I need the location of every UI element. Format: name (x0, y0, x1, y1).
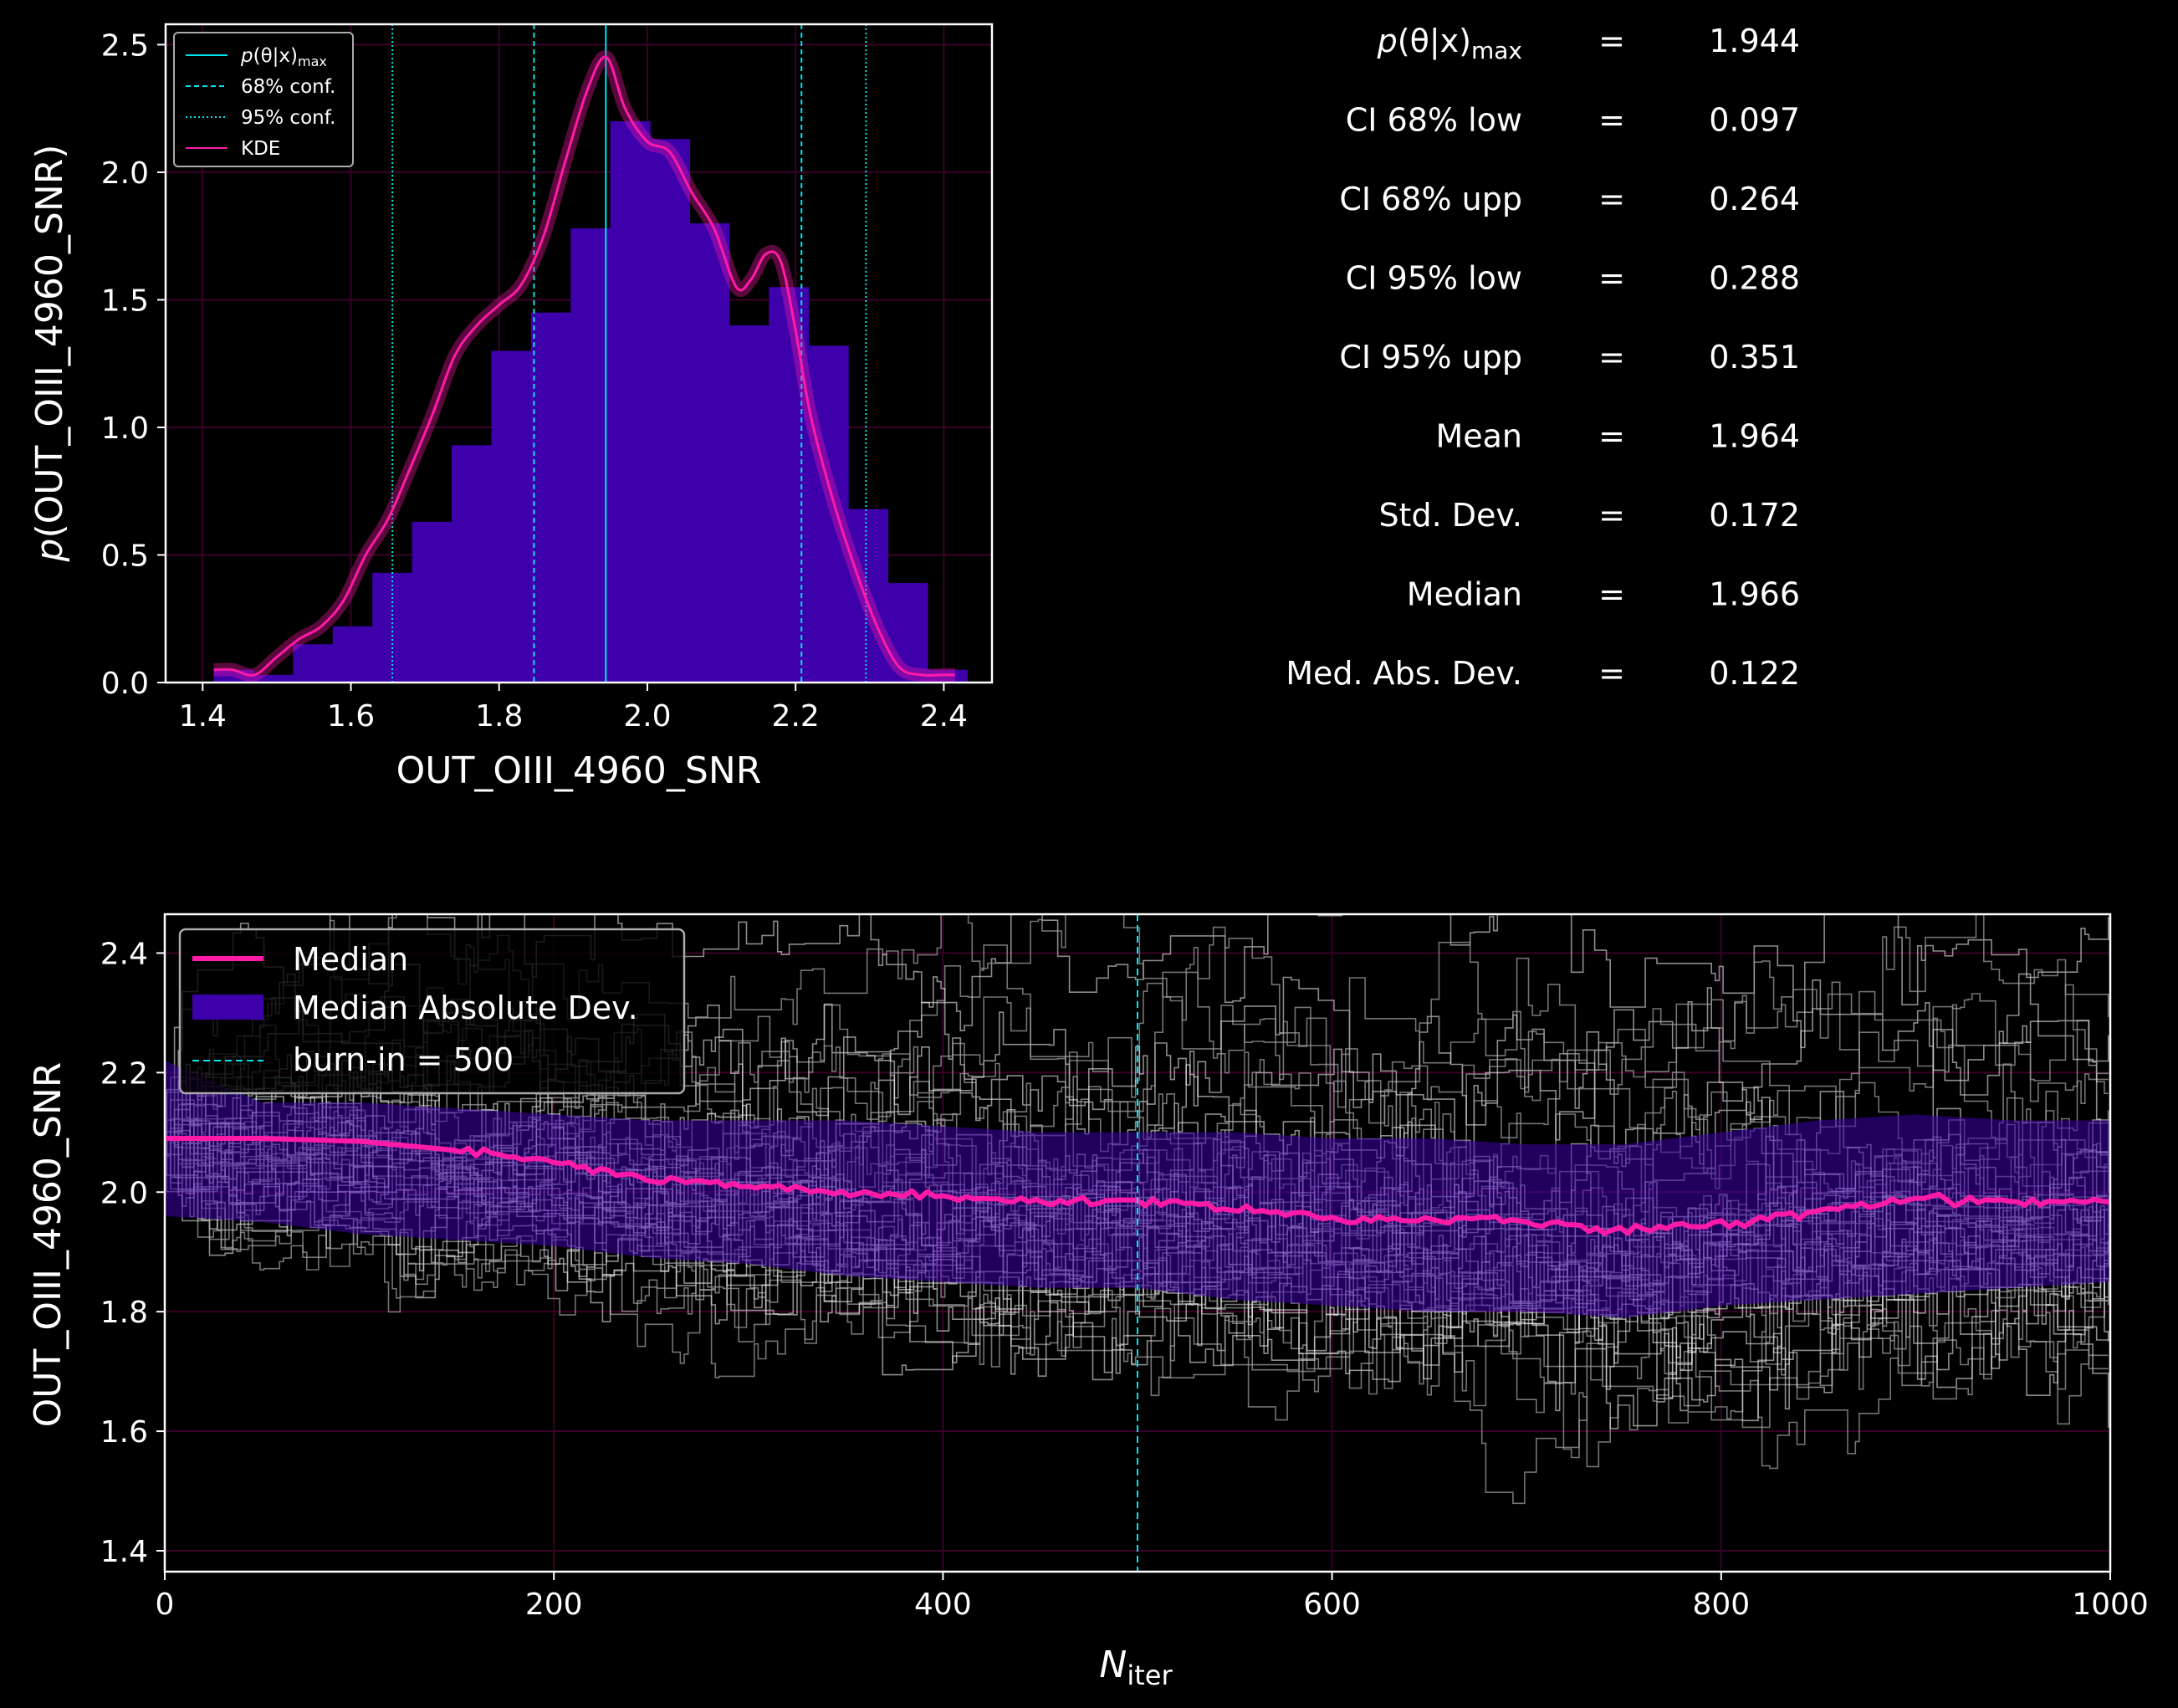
trace-legend-box (178, 928, 686, 1095)
hist-x-tick-label: 1.4 (179, 699, 227, 734)
hist-x-axis-label: OUT_OIII_4960_SNR (396, 749, 762, 792)
stat-equals: = (1598, 497, 1625, 534)
stat-label: Mean (1435, 418, 1522, 455)
trace-y-tick-label: 1.4 (100, 1535, 148, 1569)
hist-bar (491, 350, 532, 683)
hist-bar (570, 228, 611, 683)
hist-bar (729, 325, 769, 683)
hist-bars (213, 120, 968, 683)
trace-legend: Median Median Absolute Dev. burn-in = 50… (178, 928, 686, 1095)
hist-x-tick-label: 2.2 (772, 699, 820, 734)
stat-equals: = (1598, 655, 1625, 692)
trace-y-tick-label: 2.4 (100, 937, 148, 971)
hist-legend-box (173, 32, 354, 167)
hist-confidence-lines (391, 24, 867, 683)
trace-y-tick-label: 2.0 (100, 1176, 148, 1210)
trace-y-axis-label: OUT_OIII_4960_SNR (27, 1062, 69, 1428)
hist-x-tick-label: 2.4 (920, 699, 968, 734)
hist-bar (927, 669, 968, 683)
legend-conf95-label: 95% conf. (241, 107, 335, 129)
posterior-histogram-panel: 1.4 1.6 1.8 2.0 2.2 2.4 0.0 0.5 1.0 1.5 2.0 2.5 OU… (28, 23, 994, 792)
stat-label: CI 68% low (1346, 102, 1522, 139)
stat-label: CI 95% low (1346, 260, 1522, 297)
hist-bar (412, 521, 452, 683)
hist-y-tick-label: 1.5 (101, 284, 149, 318)
hist-x-ticks: 1.4 1.6 1.8 2.0 2.2 2.4 (179, 683, 968, 734)
legend-mad-swatch (192, 995, 263, 1020)
legend-kde-label: KDE (241, 138, 280, 160)
stat-label-pmax: p(θ|x)max (1377, 23, 1522, 64)
stat-label: Med. Abs. Dev. (1286, 655, 1522, 692)
stat-value: 1.944 (1709, 23, 1800, 59)
hist-bar (769, 287, 810, 683)
stat-equals: = (1598, 576, 1625, 613)
hist-bar (610, 120, 651, 683)
hist-y-ticks: 0.0 0.5 1.0 1.5 2.0 2.5 (101, 28, 166, 701)
legend-pmax-label: p(θ|x)max (240, 45, 327, 69)
hist-y-tick-label: 0.5 (101, 539, 149, 573)
stat-equals: = (1598, 339, 1625, 376)
hist-y-tick-label: 2.0 (101, 156, 149, 191)
trace-x-tick-label: 600 (1303, 1588, 1361, 1622)
hist-y-axis-label: p(OUT_OIII_4960_SNR) (28, 145, 71, 563)
hist-y-tick-label: 0.0 (101, 667, 149, 701)
hist-bar (253, 674, 294, 683)
hist-bar (887, 583, 928, 683)
legend-burn-in-label: burn-in = 500 (293, 1041, 514, 1078)
trace-x-tick-label: 400 (914, 1588, 972, 1622)
stat-value: 0.351 (1709, 339, 1800, 376)
stat-equals: = (1598, 260, 1625, 297)
trace-x-tick-label: 800 (1692, 1588, 1750, 1622)
hist-y-tick-label: 2.5 (101, 28, 149, 63)
stat-label: Std. Dev. (1378, 497, 1522, 534)
stat-value: 1.964 (1709, 418, 1800, 455)
stat-equals: = (1598, 418, 1625, 455)
trace-x-tick-label: 200 (525, 1588, 583, 1622)
trace-y-ticks: 1.4 1.6 1.8 2.0 2.2 2.4 (100, 937, 165, 1569)
trace-y-tick-label: 2.2 (100, 1056, 148, 1091)
hist-bar (808, 345, 849, 683)
trace-x-tick-label: 1000 (2072, 1588, 2149, 1622)
stat-value: 0.122 (1709, 655, 1800, 692)
kde-line (213, 55, 955, 678)
trace-y-tick-label: 1.6 (100, 1415, 148, 1450)
hist-axes-frame (164, 23, 994, 684)
hist-bar (689, 222, 730, 683)
legend-median-label: Median (293, 941, 408, 978)
stat-value: 1.966 (1709, 576, 1800, 613)
statistics-table: p(θ|x)max = 1.944 CI 68% low = 0.097 CI 68% up… (1286, 23, 1800, 692)
legend-mad-label: Median Absolute Dev. (293, 990, 638, 1026)
hist-kde-curve (213, 50, 955, 683)
walker-chain (165, 1138, 2109, 1429)
stat-equals: = (1598, 23, 1625, 59)
stat-value: 0.097 (1709, 102, 1800, 139)
hist-bar (650, 139, 691, 683)
legend-conf68-label: 68% conf. (241, 76, 335, 98)
hist-x-tick-label: 2.0 (623, 699, 671, 734)
trace-x-ticks: 0 200 400 600 800 1000 (156, 1572, 2149, 1622)
stat-label: CI 95% upp (1339, 339, 1522, 376)
hist-bar (530, 312, 571, 683)
stat-value: 0.288 (1709, 260, 1800, 297)
hist-x-tick-label: 1.8 (475, 699, 523, 734)
chain-trace-panel: 0 200 400 600 800 1000 1.4 1.6 1.8 2.0 2.2 2.4 Nit… (27, 913, 2149, 1691)
hist-bar (452, 445, 493, 683)
hist-bar (848, 509, 889, 683)
trace-x-axis-label: Niter (1099, 1644, 1173, 1691)
stat-equals: = (1598, 181, 1625, 217)
hist-legend: p(θ|x)max 68% conf. 95% conf. KDE (173, 32, 354, 167)
stat-value: 0.172 (1709, 497, 1800, 534)
stat-label: Median (1407, 576, 1522, 613)
hist-x-tick-label: 1.6 (327, 699, 375, 734)
stat-label: CI 68% upp (1339, 181, 1522, 217)
trace-x-tick-label: 0 (156, 1588, 175, 1622)
stat-value: 0.264 (1709, 181, 1800, 217)
stat-equals: = (1598, 102, 1625, 139)
hist-y-tick-label: 1.0 (101, 412, 149, 446)
hist-bar (332, 626, 373, 683)
trace-y-tick-label: 1.8 (100, 1296, 148, 1330)
hist-bar (293, 644, 334, 683)
trace-axes-frame (163, 913, 2112, 1573)
